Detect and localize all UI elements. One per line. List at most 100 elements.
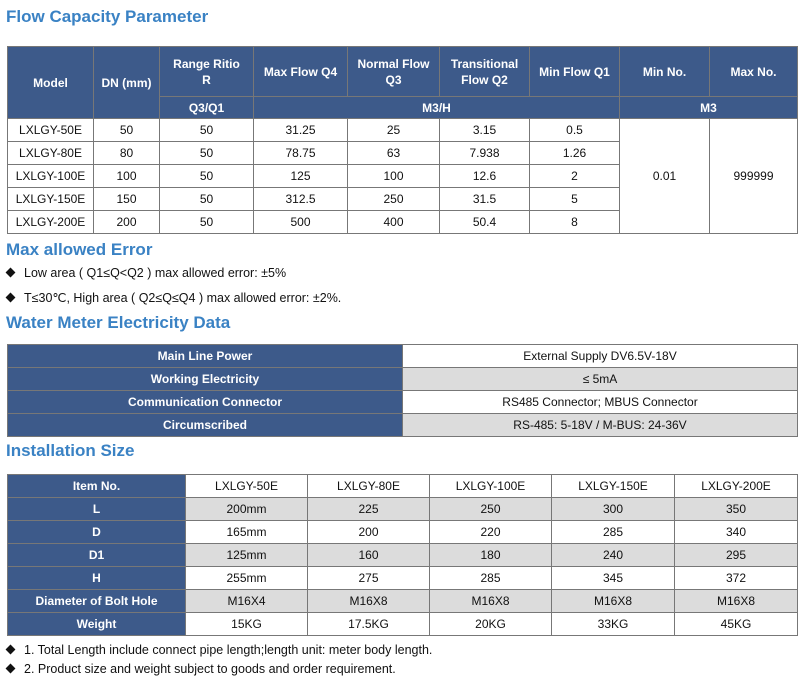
diamond-bullet-icon xyxy=(5,292,16,303)
cell: 31.5 xyxy=(439,187,530,211)
col-model: LXLGY-50E xyxy=(185,474,308,498)
unit-m3: M3 xyxy=(619,96,798,119)
cell: LXLGY-200E xyxy=(7,210,94,234)
row-label: D xyxy=(7,520,186,544)
cell: 225 xyxy=(307,497,430,521)
cell: 33KG xyxy=(551,612,675,636)
cell: 5 xyxy=(529,187,620,211)
unit-q3q1: Q3/Q1 xyxy=(159,96,254,119)
unit-m3h: M3/H xyxy=(253,96,620,119)
cell: 340 xyxy=(674,520,798,544)
col-normal-l1: Normal Flow xyxy=(357,56,430,71)
cell: 285 xyxy=(551,520,675,544)
cell: 25 xyxy=(347,118,440,142)
cell: 8 xyxy=(529,210,620,234)
cell: 275 xyxy=(307,566,430,590)
col-max-q4: Max Flow Q4 xyxy=(253,46,348,97)
col-max-no: Max No. xyxy=(709,46,798,97)
table-row: LXLGY-50E 50 50 31.25 25 3.15 0.5 0.01 9… xyxy=(7,118,798,234)
error-item: Low area ( Q1≤Q<Q2 ) max allowed error: … xyxy=(5,266,287,280)
error-item: T≤30℃, High area ( Q2≤Q≤Q4 ) max allowed… xyxy=(5,290,342,305)
col-normal: Normal Flow Q3 xyxy=(347,46,440,97)
col-model: Model xyxy=(7,46,94,119)
cell: External Supply DV6.5V-18V xyxy=(402,344,798,368)
diamond-bullet-icon xyxy=(5,663,16,674)
table-row: LXLGY-100E 100 50 125 100 12.6 2 xyxy=(7,164,798,188)
table-row: Weight 15KG 17.5KG 20KG 33KG 45KG xyxy=(7,612,798,636)
table-row: Diameter of Bolt Hole M16X4 M16X8 M16X8 … xyxy=(7,589,798,613)
cell: 50 xyxy=(93,118,160,142)
cell: 350 xyxy=(674,497,798,521)
row-label: Diameter of Bolt Hole xyxy=(7,589,186,613)
electric-section-title: Water Meter Electricity Data xyxy=(6,313,231,332)
cell: 165mm xyxy=(185,520,308,544)
table-row: Circumscribed RS-485: 5-18V / M-BUS: 24-… xyxy=(7,413,798,437)
cell: 200mm xyxy=(185,497,308,521)
cell: 17.5KG xyxy=(307,612,430,636)
row-label: Communication Connector xyxy=(7,390,403,414)
diamond-bullet-icon xyxy=(5,644,16,655)
install-note-text: 2. Product size and weight subject to go… xyxy=(24,662,396,676)
cell: 63 xyxy=(347,141,440,165)
error-item-text: Low area ( Q1≤Q<Q2 ) max allowed error: … xyxy=(24,266,287,280)
cell: 200 xyxy=(307,520,430,544)
min-no-value: 0.01 xyxy=(619,118,710,234)
table-row: D1 125mm 160 180 240 295 xyxy=(7,543,798,567)
cell: 250 xyxy=(429,497,552,521)
cell: 240 xyxy=(551,543,675,567)
cell: 345 xyxy=(551,566,675,590)
table-header-row: Item No. LXLGY-50E LXLGY-80E LXLGY-100E … xyxy=(7,474,798,498)
cell: 160 xyxy=(307,543,430,567)
install-note: 1. Total Length include connect pipe len… xyxy=(5,643,432,657)
col-trans-l2: Flow Q2 xyxy=(461,72,508,87)
col-transitional: Transitional Flow Q2 xyxy=(439,46,530,97)
cell: 50 xyxy=(159,187,254,211)
cell: 372 xyxy=(674,566,798,590)
table-row: L 200mm 225 250 300 350 xyxy=(7,497,798,521)
cell: 250 xyxy=(347,187,440,211)
cell: LXLGY-150E xyxy=(7,187,94,211)
col-dn: DN (mm) xyxy=(93,46,160,119)
cell: 255mm xyxy=(185,566,308,590)
col-model: LXLGY-200E xyxy=(674,474,798,498)
cell: RS485 Connector; MBUS Connector xyxy=(402,390,798,414)
cell: 125mm xyxy=(185,543,308,567)
cell: M16X8 xyxy=(551,589,675,613)
install-section-title: Installation Size xyxy=(6,441,135,460)
cell: 45KG xyxy=(674,612,798,636)
cell: 0.5 xyxy=(529,118,620,142)
flow-capacity-table: Model DN (mm) Range Ritio R Max Flow Q4 N… xyxy=(7,46,798,234)
row-label: Main Line Power xyxy=(7,344,403,368)
cell: 312.5 xyxy=(253,187,348,211)
cell: LXLGY-100E xyxy=(7,164,94,188)
cell: 15KG xyxy=(185,612,308,636)
installation-table: Item No. LXLGY-50E LXLGY-80E LXLGY-100E … xyxy=(7,474,798,636)
table-row: Working Electricity ≤ 5mA xyxy=(7,367,798,391)
table-row: D 165mm 200 220 285 340 xyxy=(7,520,798,544)
cell: M16X8 xyxy=(429,589,552,613)
cell: 300 xyxy=(551,497,675,521)
cell: 180 xyxy=(429,543,552,567)
cell: 100 xyxy=(347,164,440,188)
col-range-l2: R xyxy=(202,72,211,87)
cell: 400 xyxy=(347,210,440,234)
col-range-l1: Range Ritio xyxy=(173,56,240,71)
cell: 31.25 xyxy=(253,118,348,142)
install-note: 2. Product size and weight subject to go… xyxy=(5,662,396,676)
table-row: Main Line Power External Supply DV6.5V-1… xyxy=(7,344,798,368)
table-row: LXLGY-80E 80 50 78.75 63 7.938 1.26 xyxy=(7,141,798,165)
row-label: H xyxy=(7,566,186,590)
cell: LXLGY-80E xyxy=(7,141,94,165)
max-no-value: 999999 xyxy=(709,118,798,234)
col-min-no: Min No. xyxy=(619,46,710,97)
table-row: H 255mm 275 285 345 372 xyxy=(7,566,798,590)
cell: 100 xyxy=(93,164,160,188)
row-label: Working Electricity xyxy=(7,367,403,391)
error-section-title: Max allowed Error xyxy=(6,240,153,259)
cell: 12.6 xyxy=(439,164,530,188)
cell: M16X8 xyxy=(307,589,430,613)
cell: 78.75 xyxy=(253,141,348,165)
error-item-text: T≤30℃, High area ( Q2≤Q≤Q4 ) max allowed… xyxy=(24,291,342,305)
row-label: Weight xyxy=(7,612,186,636)
cell: 500 xyxy=(253,210,348,234)
